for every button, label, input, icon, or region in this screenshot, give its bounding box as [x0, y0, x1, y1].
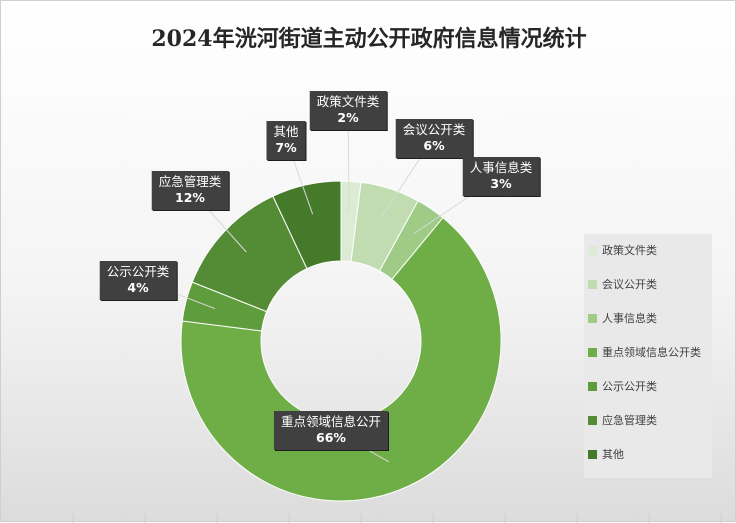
legend-label: 公示公开类	[602, 380, 657, 393]
data-label-value: 7%	[275, 140, 297, 156]
legend-label: 政策文件类	[602, 244, 657, 257]
legend: 政策文件类会议公开类人事信息类重点领域信息公开类 公示公开类应急管理类其他	[584, 234, 712, 478]
legend-label: 重点领域信息公开类	[602, 346, 701, 359]
data-label-name: 其他	[273, 124, 299, 139]
data-label-name: 会议公开类	[402, 122, 466, 137]
legend-swatch	[588, 449, 597, 459]
data-label-name: 重点领域信息公开	[280, 414, 382, 429]
data-label-value: 6%	[423, 138, 445, 154]
data-label-name: 公示公开类	[106, 264, 170, 279]
legend-swatch	[588, 381, 597, 391]
legend-label: 会议公开类	[602, 278, 657, 291]
legend-label: 应急管理类	[602, 414, 657, 427]
data-label-0: 政策文件类 2%	[309, 91, 387, 130]
data-label-5: 应急管理类 12%	[151, 171, 229, 210]
data-label-value: 2%	[337, 110, 359, 126]
data-label-1: 会议公开类 6%	[395, 119, 473, 158]
legend-item: 公示公开类	[588, 376, 657, 396]
data-label-value: 12%	[175, 190, 205, 206]
donut-slice-6	[272, 180, 342, 270]
legend-item: 应急管理类	[588, 410, 657, 430]
data-label-value: 3%	[490, 176, 512, 192]
chart-title: 2024年洸河街道主动公开政府信息情况统计	[151, 26, 587, 52]
data-label-4: 公示公开类 4%	[99, 261, 177, 300]
legend-label: 人事信息类	[602, 312, 657, 325]
donut-slice-3	[180, 217, 502, 502]
legend-item: 其他	[588, 444, 624, 464]
data-label-name: 应急管理类	[158, 174, 222, 189]
legend-item: 政策文件类	[588, 240, 657, 260]
data-label-name: 人事信息类	[469, 160, 533, 175]
legend-swatch	[588, 347, 597, 357]
data-label-6: 其他 7%	[266, 121, 306, 160]
data-label-name: 政策文件类	[316, 94, 380, 109]
legend-swatch	[588, 415, 597, 425]
legend-label: 其他	[602, 448, 624, 461]
data-label-value: 4%	[127, 280, 149, 296]
legend-swatch	[588, 245, 597, 255]
legend-item: 会议公开类	[588, 274, 657, 294]
legend-item: 人事信息类	[588, 308, 657, 328]
legend-swatch	[588, 313, 597, 323]
data-label-2: 人事信息类 3%	[462, 157, 540, 196]
legend-item: 重点领域信息公开类	[588, 342, 701, 362]
data-label-3: 重点领域信息公开 66%	[273, 411, 389, 450]
legend-swatch	[588, 279, 597, 289]
data-label-value: 66%	[316, 430, 346, 446]
